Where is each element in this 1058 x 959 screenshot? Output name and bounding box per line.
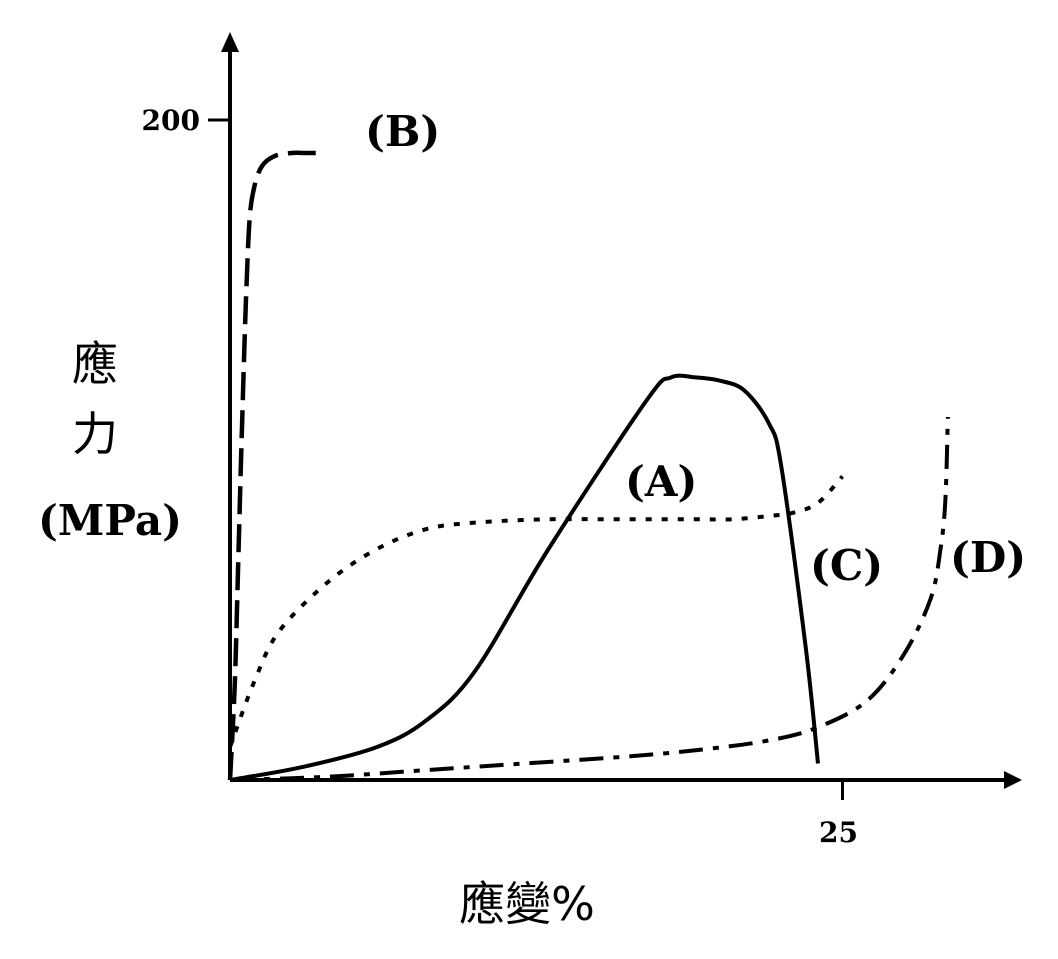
x-axis-label: 應變% [459, 877, 595, 931]
y-axis-label-line1: 應 [72, 337, 118, 391]
y-axis-label-line2: 力 [72, 407, 118, 461]
y-tick-label: 200 [142, 104, 200, 137]
series-line-d [229, 416, 950, 782]
y-axis-arrow [221, 32, 239, 52]
series-line-c [228, 475, 844, 748]
series-line-a [229, 373, 820, 782]
series-label-a: (A) [625, 457, 697, 506]
axes [221, 32, 1022, 789]
x-tick-label: 25 [819, 816, 858, 849]
y-axis-label-unit: (MPa) [38, 496, 182, 545]
series-label-d: (D) [950, 533, 1026, 582]
series-label-b: (B) [365, 107, 440, 156]
y-axis-label: 應 力 (MPa) [38, 337, 182, 545]
x-axis-arrow [1004, 771, 1022, 789]
series-lines [227, 150, 950, 782]
ticks: 25 200 [142, 104, 858, 849]
series-line-b [227, 150, 326, 781]
series-labels: (A) (B) (C) (D) [365, 107, 1026, 590]
series-label-c: (C) [810, 541, 883, 590]
